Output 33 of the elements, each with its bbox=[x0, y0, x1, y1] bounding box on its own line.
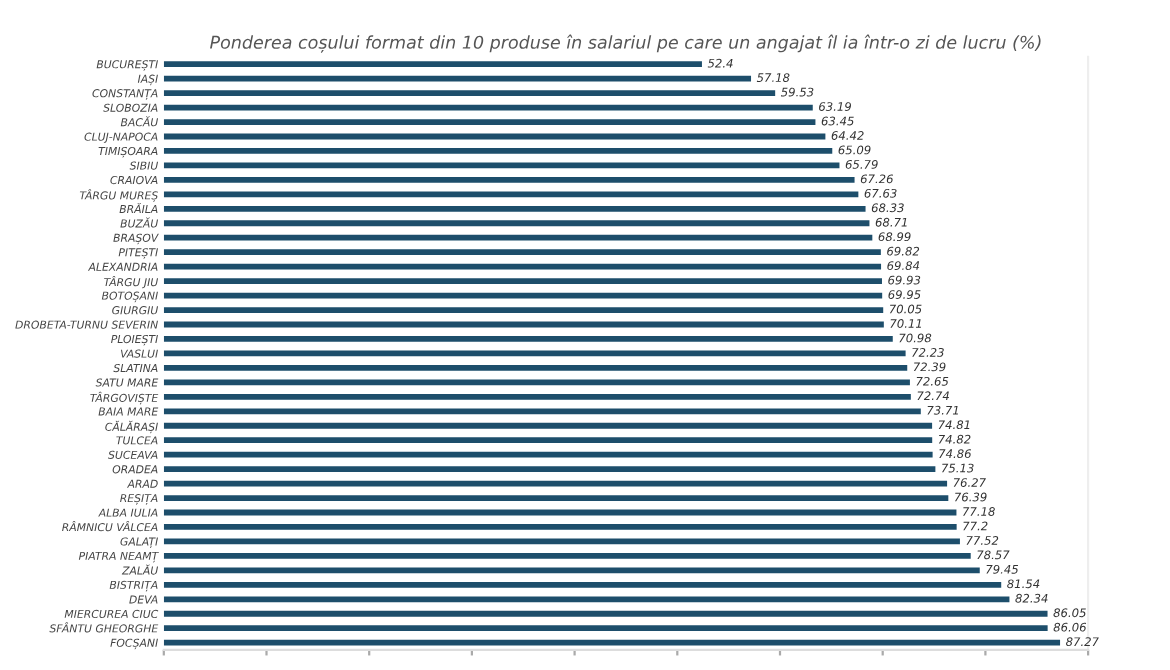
bar bbox=[163, 451, 933, 458]
bar bbox=[163, 393, 911, 400]
bar bbox=[163, 596, 1010, 603]
bar bbox=[163, 220, 870, 227]
bar bbox=[163, 524, 957, 530]
bar bbox=[163, 148, 833, 154]
bar bbox=[163, 567, 980, 574]
bar bbox=[163, 176, 855, 183]
bar bbox=[163, 379, 910, 386]
bar bbox=[163, 191, 859, 198]
bar bbox=[163, 336, 893, 342]
bar bbox=[163, 307, 884, 313]
bar bbox=[163, 249, 881, 256]
bar bbox=[163, 90, 776, 96]
bar bbox=[163, 581, 1002, 588]
chart-title: Ponderea coșului format din 10 produse în salariul pe care un angajat îl ia într-o zi de lucru (%) bbox=[210, 34, 1041, 53]
bar bbox=[163, 364, 908, 371]
bar bbox=[163, 553, 971, 559]
bar bbox=[163, 408, 921, 415]
bar bbox=[163, 466, 936, 473]
bar bbox=[163, 263, 882, 270]
bar bbox=[163, 205, 866, 212]
bar bbox=[163, 61, 702, 68]
bar bbox=[163, 119, 816, 125]
bar bbox=[163, 437, 933, 444]
bar bbox=[163, 75, 752, 82]
bar bbox=[163, 639, 1061, 646]
bar bbox=[163, 610, 1048, 617]
bar bbox=[163, 422, 933, 429]
bar bbox=[163, 625, 1048, 632]
bar bbox=[163, 495, 949, 501]
bar bbox=[163, 278, 882, 285]
bar bbox=[163, 234, 873, 241]
